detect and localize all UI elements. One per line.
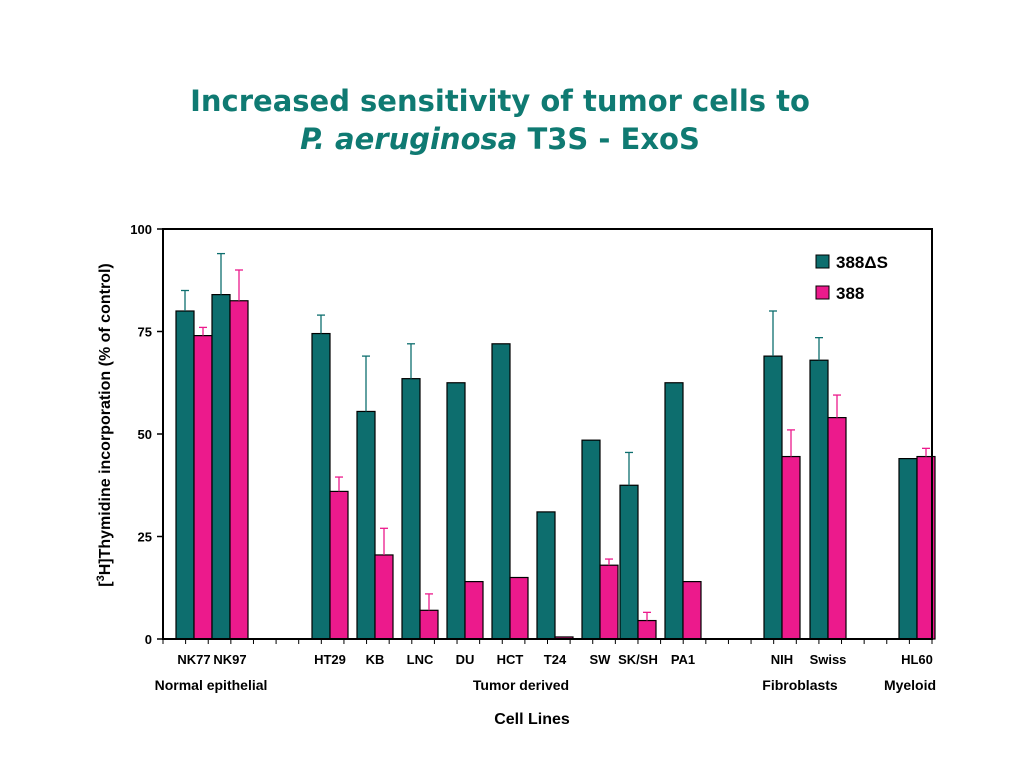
error-bars-layer xyxy=(181,252,930,621)
bar-du-388 xyxy=(464,580,484,640)
error-bar-nk97-388 xyxy=(235,269,243,301)
x-tick-label-lnc: LNC xyxy=(407,652,434,667)
bar-lnc-388ds xyxy=(401,378,421,640)
bar-nk97-388 xyxy=(229,300,249,640)
bar-lnc-388 xyxy=(419,609,439,640)
bar-hct-388 xyxy=(509,576,529,640)
x-tick-label-sw: SW xyxy=(590,652,612,667)
bar-swiss-388ds xyxy=(809,359,829,640)
bar-hct-388ds xyxy=(491,343,511,640)
y-axis-title-main: H]Thymidine incorporation (% of control) xyxy=(97,263,114,575)
legend-swatch-388dS xyxy=(815,254,830,269)
x-axis: NK77 NK97 HT29 KB LNC DU HCT T24 SW SK/SH PA1 NIH Sw… xyxy=(155,639,936,693)
legend-label-388: 388 xyxy=(836,284,864,303)
bar-swiss-388 xyxy=(827,417,847,640)
y-axis: 0 25 50 75 100 xyxy=(130,222,163,647)
x-tick-label-hl60: HL60 xyxy=(901,652,933,667)
y-tick-label-75: 75 xyxy=(138,325,152,340)
y-tick-label-25: 25 xyxy=(138,530,152,545)
bar-nih-388 xyxy=(781,455,801,640)
error-bar-hl60-388 xyxy=(922,447,930,457)
bar-ht29-388 xyxy=(329,490,349,640)
error-bar-sw-388 xyxy=(605,558,613,566)
bar-pa1-388 xyxy=(682,580,702,640)
bar-sk-sh-388 xyxy=(637,619,657,640)
error-bar-ht29-388 xyxy=(335,476,343,492)
error-bar-nih-388 xyxy=(787,429,795,457)
group-label-myeloid: Myeloid xyxy=(884,677,936,693)
bar-pa1-388ds xyxy=(664,382,684,640)
y-axis-title-prefix: [ xyxy=(97,581,114,587)
x-tick-label-nih: NIH xyxy=(771,652,793,667)
error-bar-ht29-388ds xyxy=(317,314,325,334)
chart-title: Increased sensitivity of tumor cells to … xyxy=(0,82,1000,158)
error-bar-nih-388ds xyxy=(769,310,777,357)
group-label-tumor-derived: Tumor derived xyxy=(473,677,569,693)
error-bar-lnc-388 xyxy=(425,593,433,611)
x-tick-label-pa1: PA1 xyxy=(671,652,695,667)
error-bar-sk-sh-388 xyxy=(643,611,651,621)
bar-hl60-388ds xyxy=(898,458,918,640)
x-tick-label-hct: HCT xyxy=(497,652,524,667)
group-label-fibroblasts: Fibroblasts xyxy=(762,677,838,693)
error-bar-nk97-388ds xyxy=(217,252,225,295)
x-tick-label-nk77: NK77 xyxy=(177,652,210,667)
bar-nih-388ds xyxy=(763,355,783,640)
chart-title-line1: Increased sensitivity of tumor cells to xyxy=(190,84,810,118)
y-axis-title: [3H]Thymidine incorporation (% of contro… xyxy=(95,263,114,586)
y-tick-label-100: 100 xyxy=(130,222,152,237)
x-tick-label-du: DU xyxy=(456,652,475,667)
x-tick-label-sk-sh: SK/SH xyxy=(618,652,658,667)
bar-sw-388 xyxy=(599,564,619,640)
bar-kb-388ds xyxy=(356,410,376,640)
bars-layer xyxy=(175,294,936,640)
error-bar-kb-388ds xyxy=(362,355,370,412)
x-axis-title: Cell Lines xyxy=(494,711,570,728)
error-bar-nk77-388 xyxy=(199,326,207,336)
x-tick-label-swiss: Swiss xyxy=(810,652,847,667)
chart-title-line2: P. aeruginosa T3S - ExoS xyxy=(0,120,1000,158)
error-bar-sk-sh-388ds xyxy=(625,451,633,486)
bar-sw-388ds xyxy=(581,439,601,640)
chart-title-line2-rest: T3S - ExoS xyxy=(517,122,700,156)
bar-nk97-388ds xyxy=(211,294,231,640)
error-bar-nk77-388ds xyxy=(181,289,189,311)
bar-kb-388 xyxy=(374,554,394,640)
error-bar-lnc-388ds xyxy=(407,343,415,379)
y-tick-label-50: 50 xyxy=(138,427,152,442)
x-tick-label-ht29: HT29 xyxy=(314,652,346,667)
error-bar-swiss-388 xyxy=(833,394,841,418)
bar-nk77-388 xyxy=(193,335,213,640)
y-tick-label-0: 0 xyxy=(145,632,152,647)
legend-swatch-388 xyxy=(815,285,830,300)
bar-nk77-388ds xyxy=(175,310,195,640)
x-tick-label-t24: T24 xyxy=(544,652,567,667)
legend-label-388dS: 388ΔS xyxy=(836,253,888,272)
x-tick-label-kb: KB xyxy=(366,652,385,667)
bar-t24-388ds xyxy=(536,511,556,640)
legend: 388ΔS 388 xyxy=(815,253,888,303)
x-tick-label-nk97: NK97 xyxy=(213,652,246,667)
error-bar-kb-388 xyxy=(380,527,388,555)
bar-sk-sh-388ds xyxy=(619,484,639,640)
bar-du-388ds xyxy=(446,382,466,640)
chart-title-species: P. aeruginosa xyxy=(300,122,518,156)
y-axis-title-sup: 3 xyxy=(95,575,107,581)
bar-ht29-388ds xyxy=(311,332,331,640)
error-bar-swiss-388ds xyxy=(815,336,823,361)
group-label-normal-epithelial: Normal epithelial xyxy=(155,677,268,693)
